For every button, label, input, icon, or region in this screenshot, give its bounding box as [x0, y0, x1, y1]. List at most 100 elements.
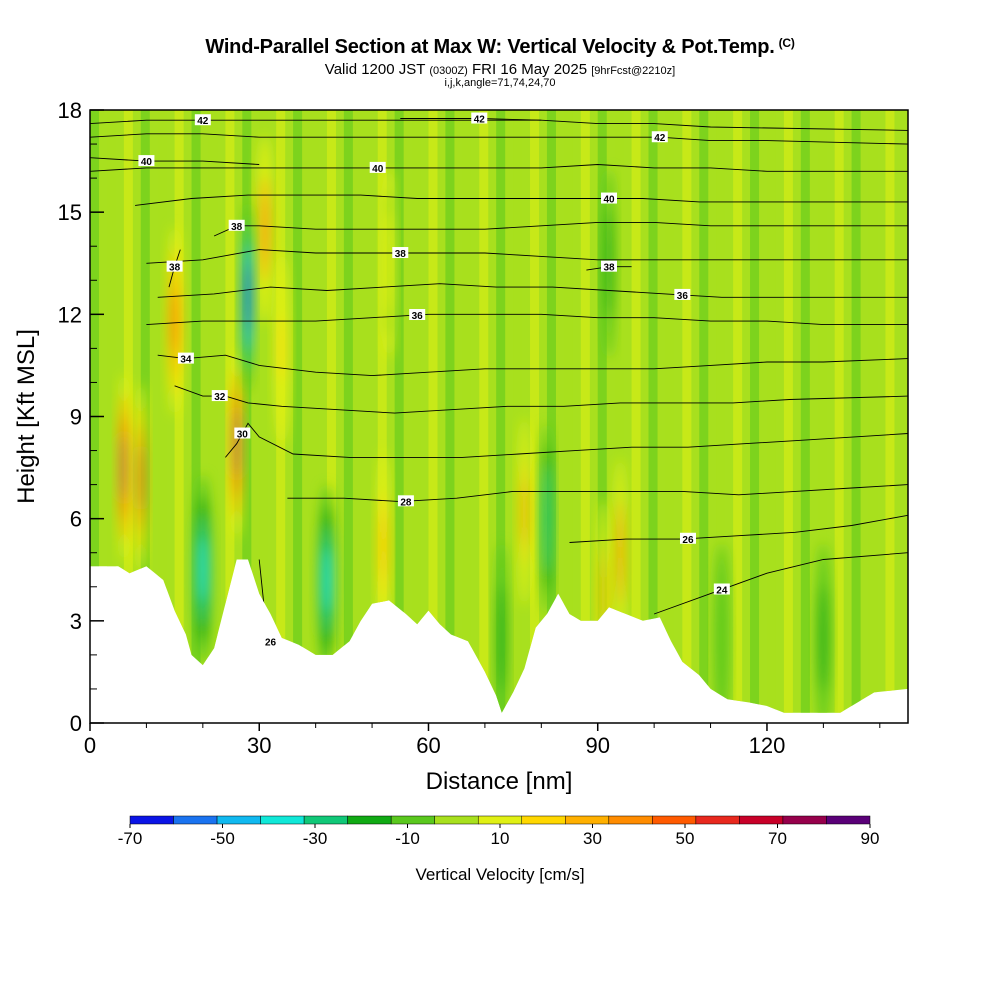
field-streak: [766, 110, 776, 713]
isentrope-label-box: [471, 112, 488, 124]
x-tick-label: 30: [247, 733, 271, 758]
field-streak: [563, 110, 573, 713]
isentrope-label-box: [262, 635, 279, 647]
field-streak: [530, 110, 540, 713]
y-tick-label: 12: [58, 302, 82, 327]
field-streak: [174, 110, 184, 713]
isentrope-label-box: [651, 131, 668, 143]
field-streak: [479, 110, 489, 713]
x-tick-label: 0: [84, 733, 96, 758]
field-streak: [140, 110, 150, 713]
isentrope-line: [90, 164, 908, 172]
isentrope-label-box: [138, 155, 155, 167]
colorbar-swatch: [652, 815, 697, 825]
x-axis-label: Distance [nm]: [426, 768, 573, 795]
velocity-cell: [518, 416, 531, 607]
field-streak: [546, 110, 556, 713]
isentrope-label: 32: [214, 392, 226, 403]
colorbar-swatch: [739, 815, 784, 825]
field-streak: [800, 110, 810, 713]
field-streak: [310, 110, 320, 713]
isentrope-label: 42: [474, 115, 486, 126]
isentrope-line: [146, 249, 908, 264]
field-streak: [885, 110, 895, 713]
velocity-cell: [540, 423, 553, 614]
field-streak: [377, 110, 387, 713]
isentrope-line: [135, 194, 908, 206]
isentrope-label: 34: [180, 355, 192, 366]
forecast-info: [9hrFcst@2210z]: [591, 65, 676, 77]
velocity-cell: [117, 372, 130, 563]
isentrope-label: 36: [677, 291, 689, 302]
isentrope-label-box: [679, 532, 696, 544]
isentrope-line: [146, 313, 908, 326]
velocity-cell: [274, 253, 290, 444]
y-tick-label: 18: [58, 98, 82, 123]
colorbar-tick-label: 50: [676, 829, 695, 848]
field-streak: [462, 110, 472, 713]
field-streak: [750, 110, 760, 713]
isentrope-label: 26: [682, 535, 694, 546]
isentrope-label-box: [166, 260, 183, 272]
colorbar-tick-label: -10: [395, 829, 420, 848]
isentrope-label-box: [177, 352, 194, 364]
colorbar-swatch: [173, 815, 218, 825]
y-tick-label: 6: [70, 507, 82, 532]
isentrope-label: 40: [141, 157, 153, 168]
field-streak: [293, 110, 303, 713]
colorbar-swatch: [347, 815, 392, 825]
velocity-cell: [167, 226, 182, 417]
colorbar-swatch: [260, 815, 305, 825]
isentrope-label-box: [601, 260, 618, 272]
isentrope-line: [569, 514, 908, 543]
colorbar-tick-label: 10: [491, 829, 510, 848]
field-streak: [394, 110, 404, 713]
isentrope-label-box: [674, 288, 691, 300]
field-streak: [614, 110, 624, 713]
field-streak: [242, 110, 252, 713]
isentrope-label-box: [397, 495, 414, 507]
isentrope-line: [90, 157, 260, 165]
isentrope-line: [213, 221, 908, 237]
velocity-cell: [614, 457, 627, 648]
colorbar-tick-label: 90: [861, 829, 880, 848]
field-streak: [428, 110, 438, 713]
isentrope-line: [157, 283, 908, 298]
isentrope-label: 38: [169, 263, 181, 274]
isentrope-line: [174, 385, 908, 414]
isentrope-label-box: [392, 247, 409, 259]
colorbar-tick-label: -50: [210, 829, 235, 848]
isentrope-label: 40: [603, 195, 615, 206]
copyright-mark: (C): [778, 36, 795, 50]
colorbar-swatch: [129, 815, 174, 825]
valid-utc: (0300Z): [429, 65, 468, 77]
colorbar-swatch: [216, 815, 261, 825]
field-streak: [360, 110, 370, 713]
field-streak: [259, 110, 269, 713]
field-streak: [343, 110, 353, 713]
field-streak: [682, 110, 692, 713]
velocity-cell: [193, 474, 212, 665]
field-streak: [631, 110, 641, 713]
valid-date: FRI 16 May 2025: [472, 61, 588, 78]
field-streak: [817, 110, 827, 713]
isentrope-label-box: [211, 390, 228, 402]
y-tick-label: 0: [70, 711, 82, 736]
colorbar-swatch: [434, 815, 479, 825]
isentrope-label: 40: [372, 164, 384, 175]
isentrope-label: 42: [654, 133, 666, 144]
isentrope-label: 24: [716, 586, 728, 597]
field-streak: [106, 110, 116, 713]
field-streak: [851, 110, 861, 713]
velocity-cell: [134, 382, 147, 573]
isentrope-label: 36: [412, 311, 424, 322]
colorbar-tick-label: -70: [118, 829, 143, 848]
field-streak: [580, 110, 590, 713]
isentrope-line: [90, 133, 908, 145]
y-tick-label: 15: [58, 200, 82, 225]
colorbar-label: Vertical Velocity [cm/s]: [415, 865, 584, 884]
isentrope-label: 38: [231, 222, 243, 233]
isentrope-line: [653, 552, 908, 615]
field-streak: [90, 110, 100, 713]
